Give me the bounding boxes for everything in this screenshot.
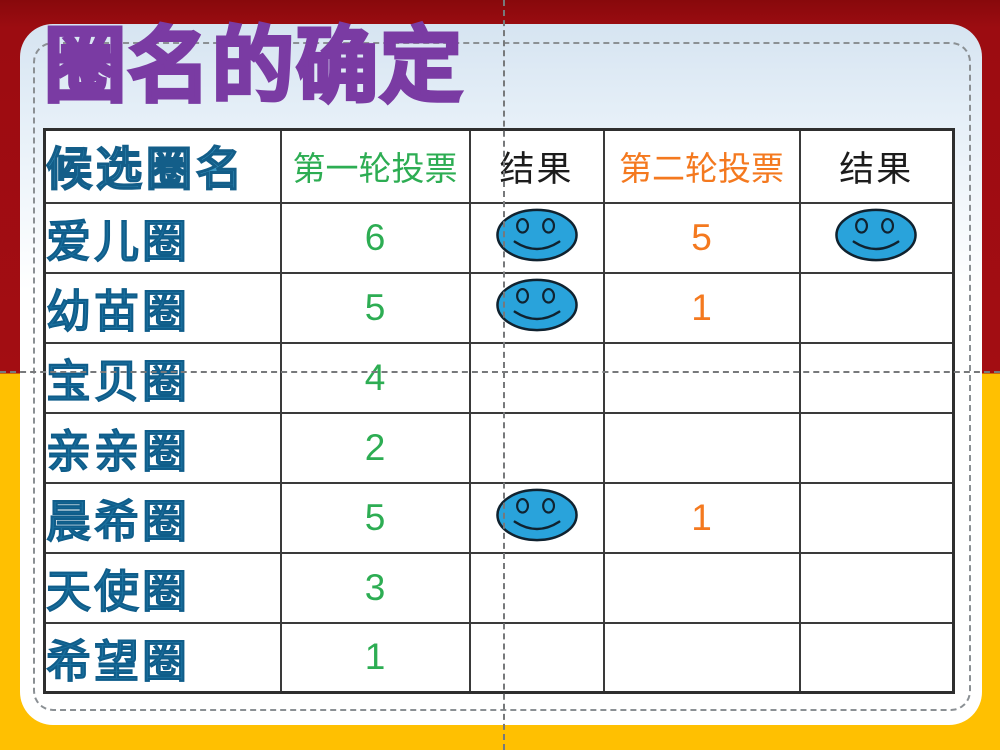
candidate-name: 宝贝圈	[43, 341, 282, 414]
result2-cell	[798, 411, 955, 484]
round1-votes: 4	[279, 341, 471, 414]
round1-votes: 5	[279, 271, 471, 344]
header-round1-votes: 第一轮投票	[279, 128, 471, 204]
candidate-name: 亲亲圈	[43, 411, 282, 484]
table-row: 亲亲圈 2	[43, 411, 955, 484]
candidate-name: 天使圈	[43, 551, 282, 624]
result1-cell	[468, 341, 605, 414]
voting-table: 候选圈名 第一轮投票 结果 第二轮投票 结果 爱儿圈 6 5 幼苗圈 5 1	[43, 128, 955, 694]
header-result2: 结果	[798, 128, 955, 204]
result2-cell	[798, 271, 955, 344]
candidate-name: 晨希圈	[43, 481, 282, 554]
header-result1: 结果	[468, 128, 605, 204]
round1-votes: 2	[279, 411, 471, 484]
smiley-face-icon	[833, 208, 919, 267]
header-candidate-names: 候选圈名	[43, 128, 282, 204]
smiley-face-icon	[494, 488, 580, 547]
slide-selection-dashed-border	[33, 42, 971, 711]
table-row: 晨希圈 5 1	[43, 481, 955, 554]
smiley-face-icon	[494, 278, 580, 337]
candidate-name: 希望圈	[43, 621, 282, 694]
round2-votes: 1	[602, 271, 801, 344]
table-row: 幼苗圈 5 1	[43, 271, 955, 344]
table-row: 希望圈 1	[43, 621, 955, 694]
horizontal-guide[interactable]	[0, 371, 1000, 373]
round2-votes	[602, 551, 801, 624]
round1-votes: 6	[279, 201, 471, 274]
candidate-name: 爱儿圈	[43, 201, 282, 274]
round2-votes: 1	[602, 481, 801, 554]
table-header-row: 候选圈名 第一轮投票 结果 第二轮投票 结果	[43, 128, 955, 204]
round1-votes: 1	[279, 621, 471, 694]
result2-cell	[798, 481, 955, 554]
round1-votes: 5	[279, 481, 471, 554]
result2-cell	[798, 551, 955, 624]
round1-votes: 3	[279, 551, 471, 624]
vertical-guide[interactable]	[503, 0, 505, 750]
result1-cell	[468, 201, 605, 274]
result2-cell	[798, 201, 955, 274]
slide-title: 圈名的确定	[42, 20, 465, 114]
round2-votes	[602, 411, 801, 484]
table-row: 宝贝圈 4	[43, 341, 955, 414]
result1-cell	[468, 271, 605, 344]
result1-cell	[468, 481, 605, 554]
result1-cell	[468, 621, 605, 694]
result2-cell	[798, 341, 955, 414]
header-round2-votes: 第二轮投票	[602, 128, 801, 204]
table-row: 爱儿圈 6 5	[43, 201, 955, 274]
result2-cell	[798, 621, 955, 694]
result1-cell	[468, 551, 605, 624]
result1-cell	[468, 411, 605, 484]
candidate-name: 幼苗圈	[43, 271, 282, 344]
table-row: 天使圈 3	[43, 551, 955, 624]
smiley-face-icon	[494, 208, 580, 267]
round2-votes: 5	[602, 201, 801, 274]
round2-votes	[602, 621, 801, 694]
round2-votes	[602, 341, 801, 414]
